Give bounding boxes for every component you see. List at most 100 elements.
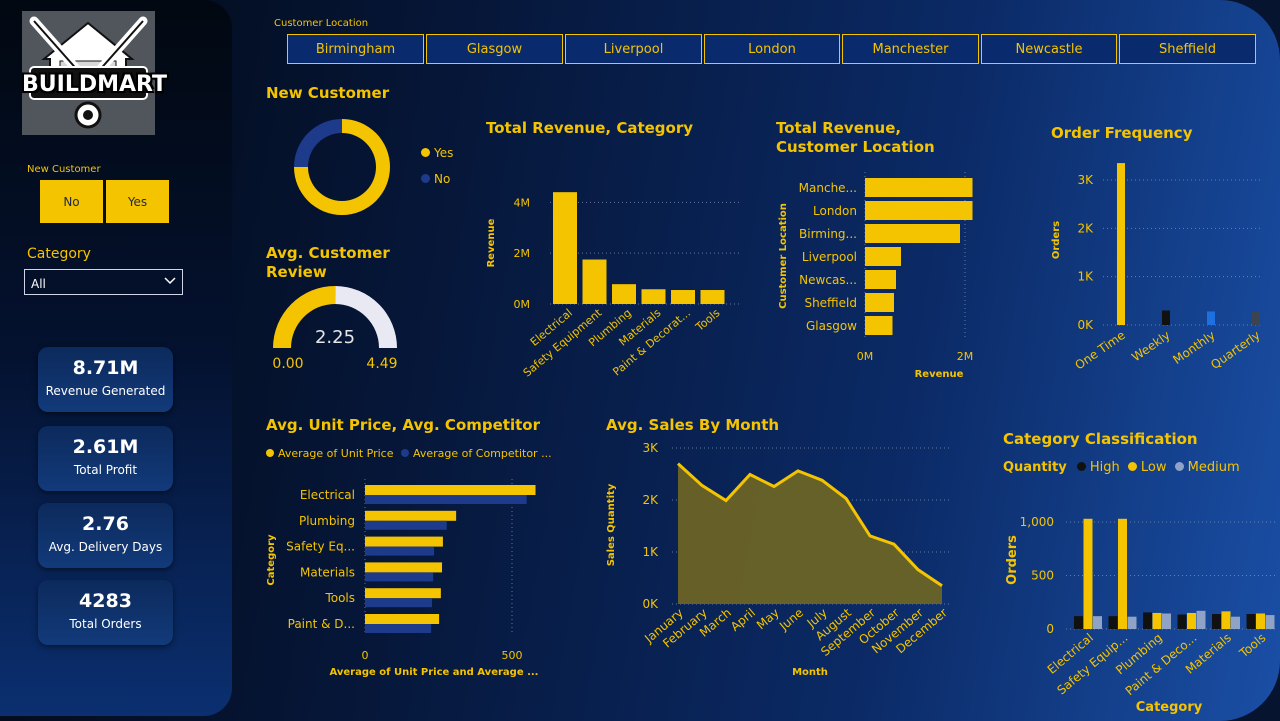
bar-unit-price (365, 562, 443, 573)
bar-competitor-price (365, 546, 435, 556)
category-dropdown-value: All (31, 277, 46, 291)
bar (1252, 311, 1260, 325)
kpi-value: 8.71M (72, 357, 139, 379)
legend-label: Medium (1187, 460, 1240, 475)
y-tick-label: 0 (1046, 622, 1054, 636)
unit-price-title: Avg. Unit Price, Avg. Competitor (266, 416, 540, 434)
x-tick-label: 0 (362, 649, 369, 662)
y-tick-label: 500 (1031, 569, 1054, 583)
area-line (676, 462, 943, 588)
kpi-card-profit: 2.61M Total Profit (38, 426, 173, 491)
y-tick-label: 2K (642, 493, 659, 507)
classification-legend: Quantity High Low Medium (1003, 460, 1240, 475)
y-tick-label: Newcas... (799, 273, 857, 287)
location-button-newcastle[interactable]: Newcastle (981, 34, 1117, 64)
kpi-label: Total Orders (69, 617, 142, 631)
bar (612, 284, 636, 304)
y-tick-label: 3K (1077, 173, 1094, 187)
new-customer-filter-title: New Customer (27, 164, 101, 175)
bar-high (1143, 612, 1152, 629)
location-button-london[interactable]: London (704, 34, 840, 64)
y-axis-label: Category (266, 534, 277, 586)
kpi-label: Avg. Delivery Days (48, 540, 163, 554)
new-customer-title: New Customer (266, 84, 390, 102)
x-tick-label: Weekly (1129, 328, 1173, 364)
bar (865, 178, 973, 197)
x-axis-label: Category (1136, 700, 1203, 715)
gauge-min: 0.00 (272, 356, 303, 372)
gauge-fill (273, 286, 336, 348)
x-axis-label: Average of Unit Price and Average ... (330, 667, 539, 678)
new-customer-yes-button[interactable]: Yes (106, 180, 169, 223)
x-tick-label: April (728, 606, 758, 634)
unit-price-chart: 0 500 Average of Unit Price and Average ..… (266, 479, 539, 678)
y-tick-label: Glasgow (806, 319, 857, 333)
bar (641, 289, 666, 304)
x-axis-label: Revenue (915, 369, 964, 380)
bar (865, 201, 973, 220)
bar-unit-price (365, 614, 440, 624)
location-button-sheffield[interactable]: Sheffield (1119, 34, 1256, 64)
kpi-card-revenue: 8.71M Revenue Generated (38, 347, 173, 412)
x-axis-label: Month (792, 667, 828, 678)
legend-dot (1076, 462, 1086, 471)
order-frequency-title: Order Frequency (1051, 124, 1193, 142)
bar (1162, 310, 1170, 325)
legend-label: Low (1140, 460, 1167, 475)
bar-low (1118, 518, 1127, 629)
y-axis-label: Orders (1005, 535, 1020, 585)
category-filter-title: Category (27, 246, 91, 262)
legend-dot (421, 174, 430, 183)
x-tick-label: June (776, 606, 806, 634)
review-title: Avg. Customer Review (266, 244, 390, 281)
bar-high (1177, 614, 1187, 629)
new-customer-no-button[interactable]: No (40, 180, 103, 223)
legend-dot (421, 148, 430, 157)
gauge-value: 2.25 (315, 327, 355, 348)
bar-medium (1162, 613, 1171, 629)
location-button-manchester[interactable]: Manchester (842, 34, 979, 64)
y-tick-label: 4M (514, 196, 531, 209)
bar-unit-price (365, 536, 443, 547)
bar (671, 290, 695, 304)
bar-unit-price (365, 485, 536, 495)
kpi-card-delivery: 2.76 Avg. Delivery Days (38, 503, 173, 568)
bar-medium (1196, 610, 1206, 629)
location-button-birmingham[interactable]: Birmingham (287, 34, 424, 64)
kpi-value: 2.61M (72, 436, 139, 458)
bar-medium (1265, 615, 1275, 629)
bar-competitor-price (365, 495, 527, 504)
legend-item-yes: Yes (421, 146, 453, 160)
y-tick-label: 1K (1077, 270, 1094, 284)
y-axis-label: Orders (1051, 221, 1062, 259)
category-dropdown[interactable]: All (24, 269, 183, 295)
y-tick-label: London (813, 204, 857, 218)
bar-high (1212, 614, 1221, 629)
unit-price-legend: Average of Unit Price Average of Competi… (266, 447, 552, 460)
logo-text: BUILDMART (22, 72, 167, 97)
bar-competitor-price (365, 572, 434, 582)
y-tick-label: 2K (1077, 221, 1094, 235)
donut-slice-no (294, 119, 342, 167)
y-tick-label: 1,000 (1020, 515, 1054, 529)
bar (582, 259, 607, 304)
y-tick-label: 0K (1077, 318, 1094, 332)
x-tick-label: Tools (693, 306, 723, 334)
legend-label: High (1089, 460, 1120, 475)
bar (865, 270, 896, 289)
buildmart-logo: BUILDMART (22, 11, 167, 135)
legend-label: Average of Unit Price (278, 447, 394, 460)
sales-month-title: Avg. Sales By Month (606, 416, 780, 434)
kpi-label: Revenue Generated (45, 384, 166, 398)
bar-medium (1127, 616, 1137, 629)
legend-label: No (434, 172, 451, 186)
location-button-liverpool[interactable]: Liverpool (565, 34, 702, 64)
bar-low (1187, 612, 1196, 629)
location-button-glasgow[interactable]: Glasgow (426, 34, 563, 64)
legend-label: Yes (434, 146, 454, 160)
x-tick-label: One Time (1072, 328, 1127, 373)
x-tick-label: 500 (502, 649, 523, 662)
